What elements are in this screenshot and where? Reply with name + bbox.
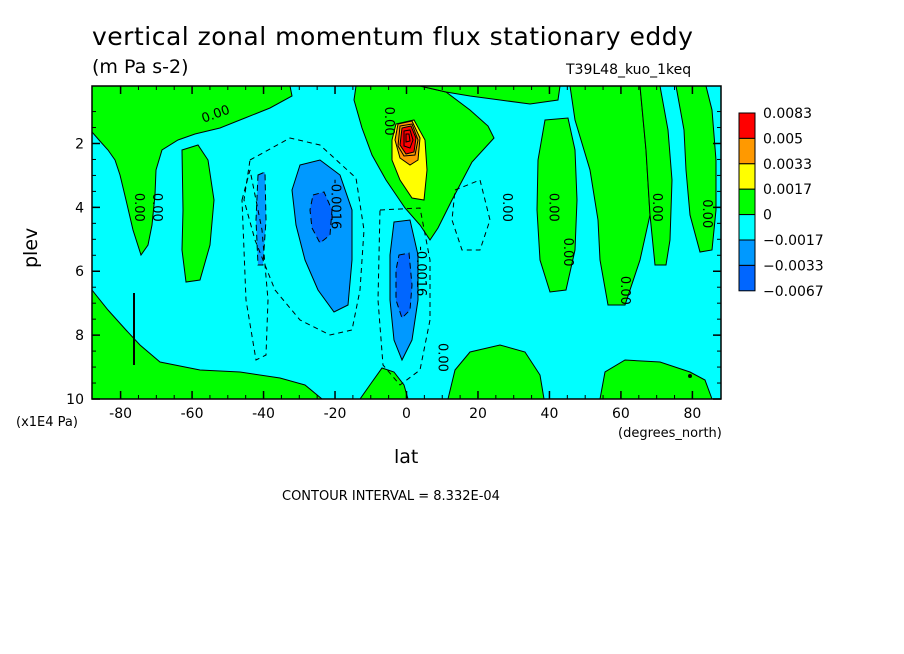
region-blue-3 (255, 171, 267, 266)
contour-label: 0.00 (649, 193, 664, 222)
legend-level-label: −0.0017 (763, 233, 824, 249)
chart-title: vertical zonal momentum flux stationary … (92, 22, 694, 51)
y-tick-label: 2 (75, 136, 84, 152)
positive-max-contour-lines (397, 123, 419, 157)
legend-level-label: 0.005 (763, 131, 803, 147)
region-green-top-center (419, 86, 561, 105)
contour-label: 0.00 (499, 193, 514, 222)
x-tick-label: 60 (612, 406, 630, 422)
legend-swatch (738, 264, 756, 292)
region-green-right-1 (536, 117, 578, 293)
y-axis-label: plev (20, 227, 42, 268)
x-tick-label: 20 (469, 406, 487, 422)
contour-label: 0.00 (560, 238, 575, 267)
legend-level-label: 0.0017 (763, 182, 812, 198)
x-tick-label: 0 (402, 406, 411, 422)
y-tick-label: 4 (75, 200, 84, 216)
region-green-bottom-right (447, 344, 545, 399)
dataset-label: T39L48_kuo_1keq (566, 62, 692, 78)
contour-label: -0.0016 (413, 246, 428, 296)
x-tick-label: 40 (541, 406, 559, 422)
legend-level-label: −0.0067 (763, 284, 824, 300)
contour-label: 0.00 (131, 193, 146, 222)
contour-interval: CONTOUR INTERVAL = 8.332E-04 (282, 489, 500, 504)
contour-label: 0.00 (381, 107, 396, 136)
x-tick-label: -80 (109, 406, 132, 422)
y-tick-label: 8 (75, 328, 84, 344)
contour-label: 0.00 (545, 193, 560, 222)
x-axis-label: lat (394, 446, 419, 468)
legend-swatch (738, 188, 756, 216)
x-tick-label: -40 (252, 406, 275, 422)
y-tick-label: 10 (66, 392, 84, 408)
contour-field (92, 86, 721, 399)
x-tick-label: -20 (324, 406, 347, 422)
negative-dashed-contours (241, 137, 491, 386)
region-green-left-strip (181, 144, 215, 283)
legend-swatch (738, 163, 756, 190)
legend-level-label: 0.0033 (763, 157, 812, 173)
color-legend: 0.0083 0.005 0.0033 0.0017 0 −0.0017 −0.0033 −0… (738, 106, 824, 300)
legend-level-label: 0.0083 (763, 106, 812, 122)
region-green-bottom-center (359, 367, 409, 399)
region-green-top-left (92, 86, 293, 257)
chart-subtitle: (m Pa s-2) (92, 56, 189, 78)
region-green-bottom (92, 289, 323, 399)
legend-swatch (738, 239, 756, 266)
legend-swatch (738, 112, 756, 139)
contour-label: 0.00 (149, 193, 164, 222)
contour-label: 0.00 (435, 343, 450, 372)
region-blue-dark-2 (395, 252, 413, 319)
legend-swatch (738, 214, 756, 241)
region-blue-dark-1 (309, 191, 333, 244)
x-tick-label: -60 (181, 406, 204, 422)
contour-label: -0.0016 (327, 179, 342, 229)
y-axis-units: (x1E4 Pa) (16, 415, 78, 430)
legend-swatch (738, 137, 756, 165)
region-green-bottom-far-right (599, 359, 713, 399)
x-axis-units: (degrees_north) (618, 426, 722, 441)
legend-level-label: −0.0033 (763, 258, 824, 274)
x-tick-label: 80 (683, 406, 701, 422)
legend-level-label: 0 (763, 208, 772, 224)
region-green-right-4 (675, 86, 717, 253)
lone-contour-dot (688, 374, 692, 378)
contour-label: 0.00 (617, 276, 632, 305)
x-axis: -80 -60 -40 -20 0 20 40 60 80 (109, 86, 701, 422)
y-tick-label: 6 (75, 264, 84, 280)
region-green-right-3 (639, 86, 673, 266)
y-axis: 2 4 6 8 10 (66, 111, 721, 408)
contour-label: 0.00 (699, 199, 714, 228)
